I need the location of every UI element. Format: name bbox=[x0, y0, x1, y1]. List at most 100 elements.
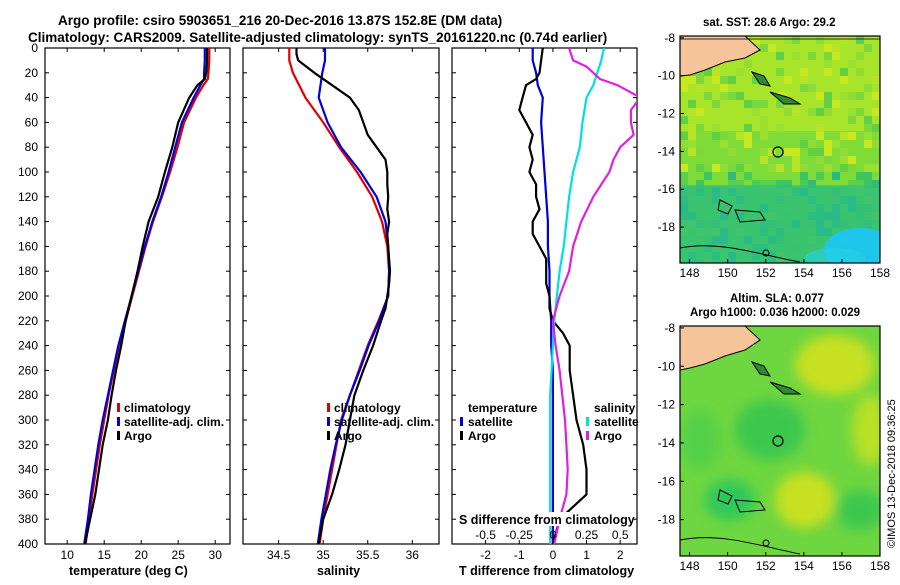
sst-pixel bbox=[864, 140, 872, 148]
sst-pixel bbox=[784, 108, 792, 116]
sst-pixel bbox=[800, 172, 808, 180]
depth-tick-labels: 0 20 40 60 80 100 120 140 160 180 200 220 240 260 280 3… bbox=[18, 41, 38, 551]
x-tick-label: 35.5 bbox=[356, 548, 380, 562]
map-lon-label: 154 bbox=[794, 266, 814, 280]
sst-pixel bbox=[760, 148, 768, 156]
sst-pixel bbox=[744, 140, 752, 148]
sst-pixel bbox=[704, 68, 712, 76]
map-lon-label: 152 bbox=[756, 266, 776, 280]
map-lat-label: -18 bbox=[658, 513, 676, 527]
sst-pixel bbox=[880, 196, 888, 204]
sst-pixel bbox=[816, 268, 824, 276]
sst-pixel bbox=[728, 76, 736, 84]
sst-pixel bbox=[792, 164, 800, 172]
sst-pixel bbox=[712, 132, 720, 140]
sst-map: sat. SST: 28.6 Argo: 29.2 148 150 152 154 15… bbox=[658, 17, 891, 280]
sst-pixel bbox=[872, 108, 880, 116]
sst-pixel bbox=[880, 236, 888, 244]
sst-pixel bbox=[744, 164, 752, 172]
sst-pixel bbox=[800, 68, 808, 76]
sst-pixel bbox=[824, 148, 832, 156]
sst-pixel bbox=[792, 148, 800, 156]
depth-tick-label: 0 bbox=[31, 41, 38, 55]
sst-pixel bbox=[816, 132, 824, 140]
sst-pixel bbox=[824, 52, 832, 60]
sst-pixel bbox=[816, 108, 824, 116]
depth-tick-label: 80 bbox=[25, 140, 39, 154]
sst-pixel bbox=[864, 84, 872, 92]
sst-pixel bbox=[784, 268, 792, 276]
sla-map-image bbox=[680, 326, 880, 556]
difference-legend-temperature: temperature satellite Argo bbox=[460, 401, 538, 443]
map-lon-label: 148 bbox=[680, 559, 700, 573]
temperature-axis-label: temperature (deg C) bbox=[69, 564, 188, 578]
s-difference-tick-label: 0 bbox=[550, 528, 557, 542]
sst-pixel bbox=[840, 164, 848, 172]
sla-map-title-line-1: Altim. SLA: 0.077 bbox=[730, 293, 824, 305]
sst-pixel bbox=[880, 204, 888, 212]
series-line-temperature-argo bbox=[518, 48, 588, 544]
sst-pixel bbox=[752, 108, 760, 116]
figure-title-line-2: Climatology: CARS2009. Satellite-adjuste… bbox=[28, 30, 607, 45]
sst-pixel bbox=[752, 132, 760, 140]
legend-label-climatology: climatology bbox=[334, 401, 401, 415]
sst-map-image bbox=[680, 36, 888, 276]
legend-label-satellite-adj: satellite-adj. clim. bbox=[334, 415, 434, 429]
legend-title-temperature: temperature bbox=[468, 401, 538, 415]
sst-pixel bbox=[760, 124, 768, 132]
sst-pixel bbox=[680, 180, 688, 188]
sst-pixel bbox=[720, 76, 728, 84]
sst-pixel bbox=[728, 164, 736, 172]
sst-pixel bbox=[680, 76, 688, 84]
depth-tick-label: 380 bbox=[18, 512, 38, 526]
x-tick-label: 25 bbox=[172, 548, 186, 562]
legend-label-s-satellite: satellite bbox=[594, 415, 639, 429]
sst-pixel bbox=[712, 164, 720, 172]
map-lat-label: -8 bbox=[664, 31, 675, 45]
sst-pixel bbox=[736, 68, 744, 76]
sst-pixel bbox=[680, 132, 688, 140]
sst-pixel bbox=[824, 140, 832, 148]
depth-tick-label: 40 bbox=[25, 91, 39, 105]
sst-pixel bbox=[864, 164, 872, 172]
sst-pixel bbox=[728, 92, 736, 100]
series-line-salinity-argo bbox=[551, 48, 637, 544]
sst-pixel bbox=[728, 148, 736, 156]
depth-tick-label: 300 bbox=[18, 413, 38, 427]
sst-pixel bbox=[696, 108, 704, 116]
legend-swatch-s-satellite bbox=[586, 417, 589, 426]
sst-pixel bbox=[848, 156, 856, 164]
sst-pixel bbox=[848, 132, 856, 140]
sst-pixel bbox=[792, 156, 800, 164]
sst-pixel bbox=[784, 76, 792, 84]
sst-pixel bbox=[760, 132, 768, 140]
sst-pixel bbox=[880, 180, 888, 188]
sst-pixel bbox=[720, 132, 728, 140]
depth-tick-label: 340 bbox=[18, 463, 38, 477]
sst-pixel bbox=[688, 76, 696, 84]
sst-pixel bbox=[768, 180, 776, 188]
sst-pixel bbox=[840, 76, 848, 84]
legend-label-satellite-adj: satellite-adj. clim. bbox=[124, 415, 224, 429]
s-difference-tick-label: 0.25 bbox=[575, 528, 599, 542]
sst-pixel bbox=[848, 92, 856, 100]
sst-pixel bbox=[856, 36, 864, 44]
sst-pixel bbox=[744, 268, 752, 276]
sst-pixel bbox=[688, 100, 696, 108]
sst-pixel bbox=[752, 76, 760, 84]
sst-pixel bbox=[848, 164, 856, 172]
sst-pixel bbox=[704, 92, 712, 100]
salinity-plot-frame bbox=[242, 47, 440, 545]
depth-tick-label: 120 bbox=[18, 190, 38, 204]
sst-pixel bbox=[840, 156, 848, 164]
series-line-climatology bbox=[84, 48, 211, 544]
map-lat-label: -12 bbox=[658, 398, 676, 412]
series-line-satellite-adj-clim- bbox=[316, 48, 391, 544]
temperature-panel: 0 20 40 60 80 100 120 140 160 180 200 220 240 260 280 3… bbox=[18, 41, 231, 578]
sst-pixel bbox=[824, 100, 832, 108]
sst-pixel bbox=[688, 132, 696, 140]
sst-pixel bbox=[856, 180, 864, 188]
x-tick-label: 0 bbox=[550, 548, 557, 562]
sst-pixel bbox=[848, 60, 856, 68]
